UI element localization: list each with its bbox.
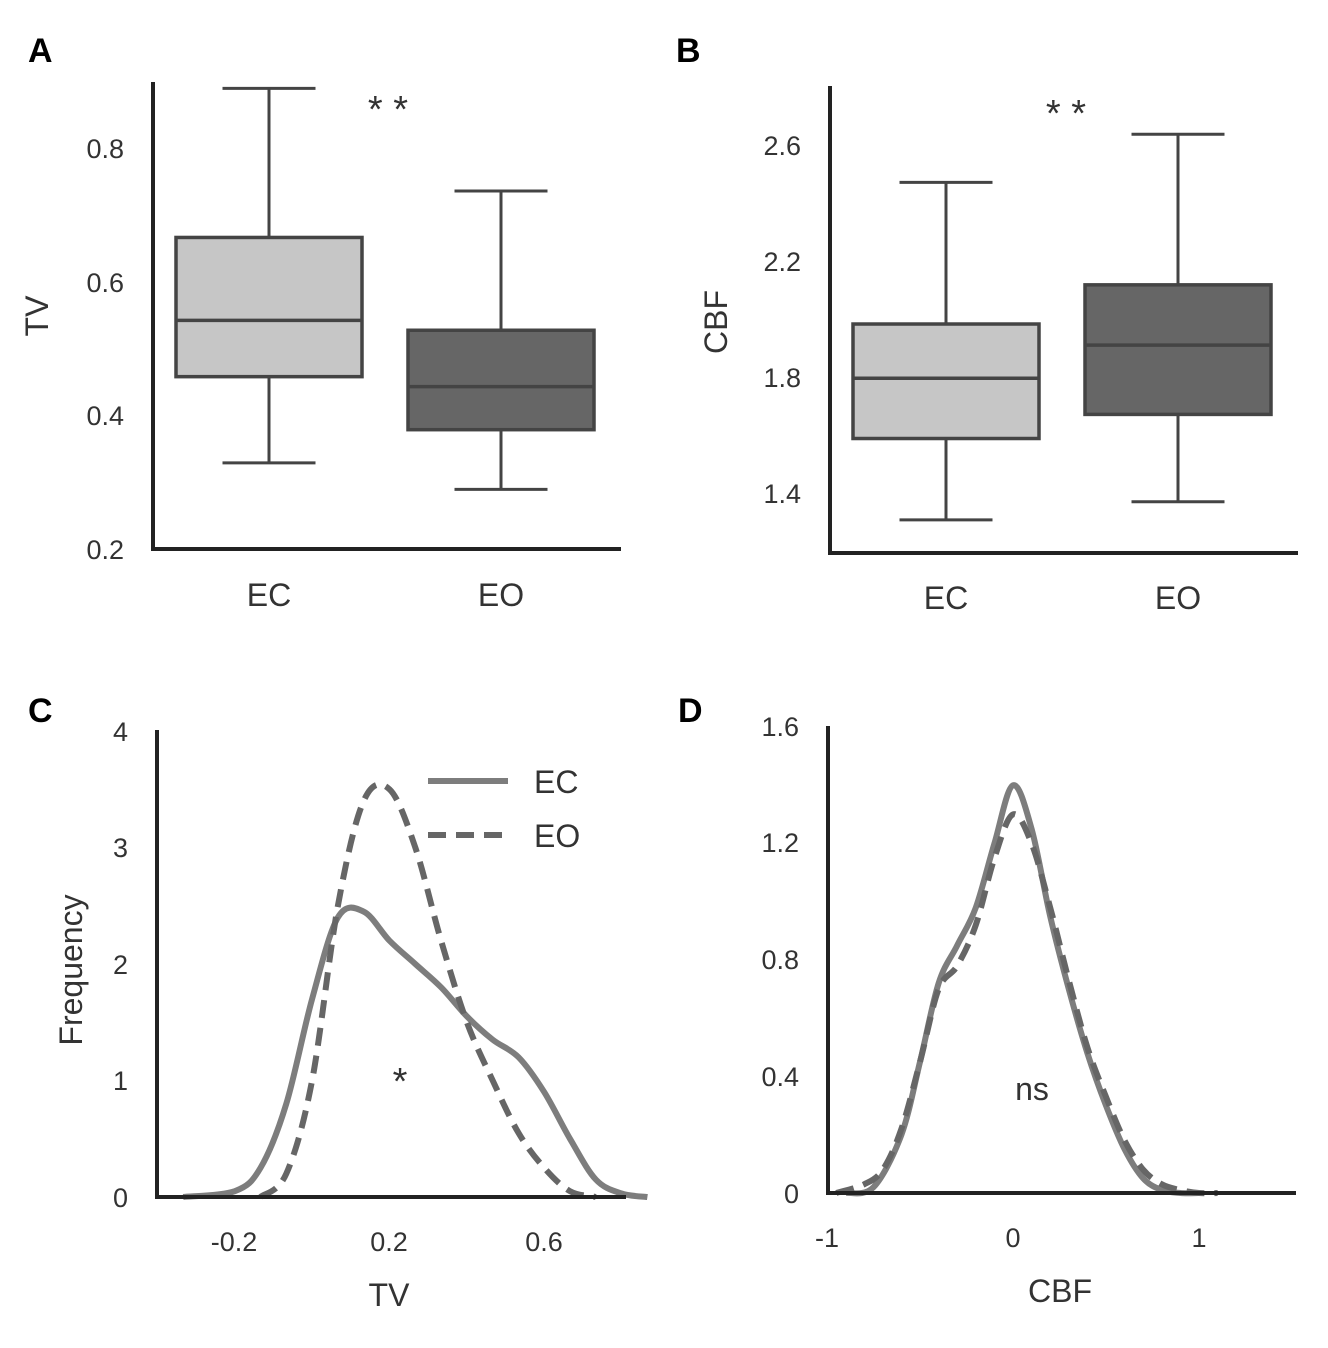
panel-d-x-ticks: -1 0 1 <box>815 1223 1207 1253</box>
panel-c-ytick-label: 3 <box>113 833 128 863</box>
panel-d-xtick-label: 1 <box>1191 1223 1206 1253</box>
panel-a-xtick-eo: EO <box>478 577 524 613</box>
panel-c-x-ticks: -0.2 0.2 0.6 <box>211 1227 563 1257</box>
panel-a-ytick-label: 0.2 <box>86 535 124 565</box>
panel-a-ytick-label: 0.4 <box>86 401 124 431</box>
panel-b-xtick-ec: EC <box>924 580 968 616</box>
panel-b-boxes <box>851 132 1273 522</box>
panel-c-y-ticks: 0 1 2 3 4 <box>113 717 128 1213</box>
panel-c-ytick-label: 1 <box>113 1066 128 1096</box>
panel-c-xtick-label: 0.2 <box>370 1227 408 1257</box>
panel-d-significance: ns <box>1015 1071 1049 1107</box>
panel-d-ytick-label: 1.6 <box>761 712 799 742</box>
panel-a-boxes <box>174 86 596 491</box>
panel-d-ytick-label: 0 <box>784 1179 799 1209</box>
density-curve-eo <box>258 781 597 1200</box>
panel-c-significance: * <box>393 1061 408 1103</box>
panel-a-significance: * * <box>368 89 408 131</box>
panel-a-ytick-label: 0.8 <box>86 134 124 164</box>
panel-d-xtick-label: -1 <box>815 1223 839 1253</box>
panel-label-c: C <box>28 692 53 730</box>
box-eo <box>406 328 596 432</box>
panel-d-ytick-label: 0.8 <box>761 945 799 975</box>
panel-c-lines <box>182 781 648 1200</box>
panel-c-ytick-label: 4 <box>113 717 128 747</box>
panel-c: C 0 1 2 3 4 -0.2 0.2 0.6 TV Frequency * … <box>28 692 648 1313</box>
panel-b-ytick-label: 1.4 <box>763 479 801 509</box>
panel-b-y-ticks: 1.4 1.8 2.2 2.6 <box>763 131 801 509</box>
panel-label-a: A <box>28 32 53 70</box>
panel-c-y-title: Frequency <box>53 894 89 1045</box>
panel-a-ytick-label: 0.6 <box>86 268 124 298</box>
panel-d-x-title: CBF <box>1028 1273 1092 1309</box>
panel-a-xtick-ec: EC <box>247 577 291 613</box>
box-ec <box>851 322 1041 441</box>
density-curve-ec <box>182 904 648 1200</box>
box-eo <box>1083 283 1273 417</box>
panel-c-ytick-label: 2 <box>113 950 128 980</box>
panel-b-xtick-eo: EO <box>1155 580 1201 616</box>
box-ec <box>174 235 364 379</box>
panel-b: B 1.4 1.8 2.2 2.6 EC EO CBF * * <box>676 32 1298 616</box>
panel-b-y-title: CBF <box>698 290 734 354</box>
panel-a-y-ticks: 0.2 0.4 0.6 0.8 <box>86 134 124 565</box>
legend-eo-label: EO <box>534 818 580 854</box>
panel-d-y-ticks: 0 0.4 0.8 1.2 1.6 <box>761 712 799 1209</box>
panel-label-d: D <box>678 692 703 730</box>
panel-b-ytick-label: 2.6 <box>763 131 801 161</box>
panel-a-y-title: TV <box>19 295 55 337</box>
panel-b-ytick-label: 1.8 <box>763 363 801 393</box>
panel-label-b: B <box>676 32 701 70</box>
panel-c-x-title: TV <box>369 1277 411 1313</box>
panel-c-ytick-label: 0 <box>113 1183 128 1213</box>
panel-d: D 0 0.4 0.8 1.2 1.6 -1 0 1 CBF ns <box>678 692 1296 1309</box>
panel-d-lines <box>835 782 1218 1197</box>
panel-c-xtick-label: -0.2 <box>211 1227 258 1257</box>
density-curve-ec <box>844 782 1200 1197</box>
panel-d-ytick-label: 1.2 <box>761 828 799 858</box>
panel-c-legend: EC EO <box>428 764 580 854</box>
density-curve-eo <box>835 811 1218 1197</box>
panel-d-xtick-label: 0 <box>1005 1223 1020 1253</box>
panel-b-ytick-label: 2.2 <box>763 247 801 277</box>
panel-d-ytick-label: 0.4 <box>761 1062 799 1092</box>
panel-b-significance: * * <box>1046 93 1086 135</box>
panel-c-xtick-label: 0.6 <box>525 1227 563 1257</box>
panel-a: A 0.2 0.4 0.6 0.8 EC EO TV * * <box>19 32 621 613</box>
legend-ec-label: EC <box>534 764 578 800</box>
